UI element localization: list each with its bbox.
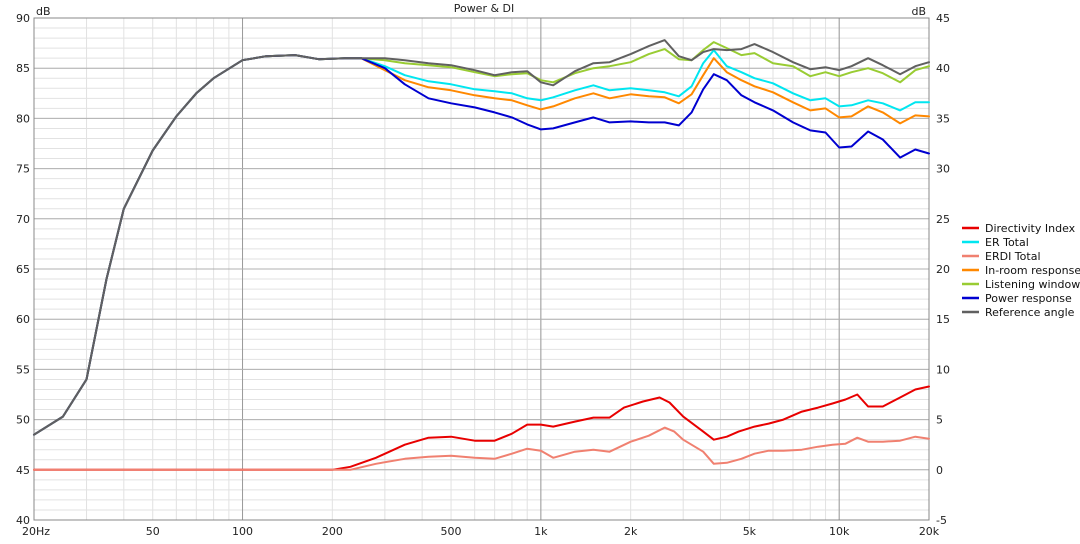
x-tick-label: 2k — [624, 525, 638, 538]
x-tick-label: 10k — [829, 525, 850, 538]
legend-label-listening-window: Listening window — [985, 278, 1080, 291]
y-right-tick-label: 15 — [936, 313, 950, 326]
series-line-erdi-total — [33, 426, 930, 471]
y-right-tick-label: 45 — [936, 12, 950, 25]
y-right-tick-label: 20 — [936, 263, 950, 276]
x-tick-label: 200 — [322, 525, 343, 538]
x-tick-label: 1k — [534, 525, 548, 538]
y-left-tick-label: 75 — [16, 163, 30, 176]
y-right-tick-label: 0 — [936, 464, 943, 477]
legend-label-directivity-index: Directivity Index — [985, 222, 1076, 235]
chart-title: Power & DI — [454, 2, 515, 15]
x-tick-label: 20Hz — [22, 525, 50, 538]
x-tick-label: 50 — [146, 525, 160, 538]
y-right-tick-label: 35 — [936, 112, 950, 125]
y-left-tick-label: 40 — [16, 514, 30, 527]
legend-label-reference-angle: Reference angle — [985, 306, 1075, 319]
y-right-tick-label: 25 — [936, 213, 950, 226]
legend-label-in-room-response: In-room response — [985, 264, 1080, 277]
y-left-tick-label: 45 — [16, 464, 30, 477]
y-left-tick-label: 55 — [16, 363, 30, 376]
y-left-tick-label: 65 — [16, 263, 30, 276]
series-line-reference-angle — [33, 39, 930, 436]
y-right-unit-label: dB — [911, 5, 926, 18]
y-right-tick-label: -5 — [936, 514, 947, 527]
series-layer — [33, 39, 930, 471]
y-right-tick-label: 40 — [936, 62, 950, 75]
legend-label-erdi-total: ERDI Total — [985, 250, 1041, 263]
y-right-tick-label: 10 — [936, 363, 950, 376]
y-left-tick-label: 50 — [16, 414, 30, 427]
y-left-tick-label: 90 — [16, 12, 30, 25]
legend-label-power-response: Power response — [985, 292, 1072, 305]
y-left-tick-label: 80 — [16, 112, 30, 125]
y-left-tick-label: 60 — [16, 313, 30, 326]
series-line-directivity-index — [33, 385, 930, 471]
y-left-tick-label: 70 — [16, 213, 30, 226]
axis-tick-labels: 40 45 50 55 60 65 70 75 80 85 90 -5 0 5 10 15 20 25 30 35 40… — [16, 12, 950, 538]
y-left-tick-label: 85 — [16, 62, 30, 75]
y-right-tick-label: 5 — [936, 414, 943, 427]
x-tick-label: 500 — [441, 525, 462, 538]
legend-label-er-total: ER Total — [985, 236, 1029, 249]
x-tick-label: 20k — [919, 525, 940, 538]
plot-frame — [33, 17, 930, 521]
y-right-tick-label: 30 — [936, 163, 950, 176]
y-left-unit-label: dB — [36, 5, 51, 18]
x-tick-label: 5k — [743, 525, 757, 538]
x-tick-label: 100 — [232, 525, 253, 538]
